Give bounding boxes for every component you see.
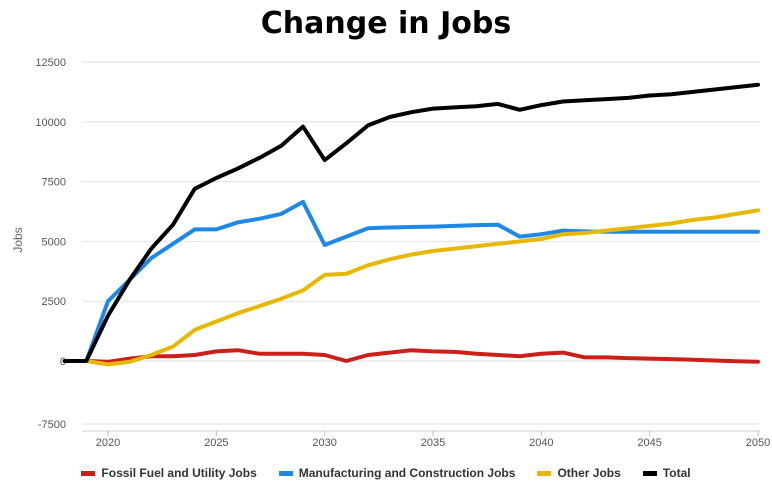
chart-title: Change in Jobs (260, 6, 512, 41)
legend-label: Fossil Fuel and Utility Jobs (101, 466, 257, 480)
y-tick-label: 2500 (42, 296, 66, 308)
series-line-1 (62, 199, 760, 363)
legend-item: Other Jobs (537, 466, 621, 480)
y-tick-label: 0 (60, 356, 66, 368)
y-tick-label: 5000 (42, 236, 66, 248)
legend-label: Other Jobs (557, 466, 621, 480)
x-tick-label: 2035 (421, 437, 445, 449)
series-line-2 (62, 208, 760, 367)
series-line-0 (62, 348, 760, 364)
x-axis-ticks: 2020 2025 2030 2035 2040 2045 2050 (82, 430, 770, 449)
y-tick-label: -7500 (38, 419, 66, 431)
legend-label: Manufacturing and Construction Jobs (298, 466, 516, 480)
series-lines (62, 82, 760, 367)
x-tick-label: 2050 (746, 437, 770, 449)
y-axis-ticks: 12500 10000 7500 5000 2500 0 -7500 (35, 57, 66, 431)
y-tick-label: 7500 (42, 177, 66, 189)
series-line-3 (62, 82, 760, 363)
x-tick-label: 2040 (529, 437, 553, 449)
x-tick-label: 2025 (204, 437, 228, 449)
legend-swatch (537, 470, 552, 476)
legend-label: Total (662, 466, 691, 480)
x-tick-label: 2030 (312, 437, 336, 449)
legend-swatch (642, 470, 657, 476)
x-tick-label: 2045 (637, 437, 661, 449)
x-tick-label: 2020 (96, 437, 120, 449)
y-tick-label: 12500 (35, 57, 66, 69)
gridlines (82, 61, 760, 425)
legend-item: Fossil Fuel and Utility Jobs (81, 466, 257, 480)
legend-swatch (81, 470, 96, 476)
y-axis-label: Jobs (11, 227, 25, 252)
legend-swatch (278, 470, 293, 476)
legend-item: Manufacturing and Construction Jobs (278, 466, 516, 480)
legend: Fossil Fuel and Utility Jobs Manufacturin… (0, 466, 772, 480)
legend-item: Total (642, 466, 691, 480)
y-tick-label: 10000 (35, 117, 66, 129)
